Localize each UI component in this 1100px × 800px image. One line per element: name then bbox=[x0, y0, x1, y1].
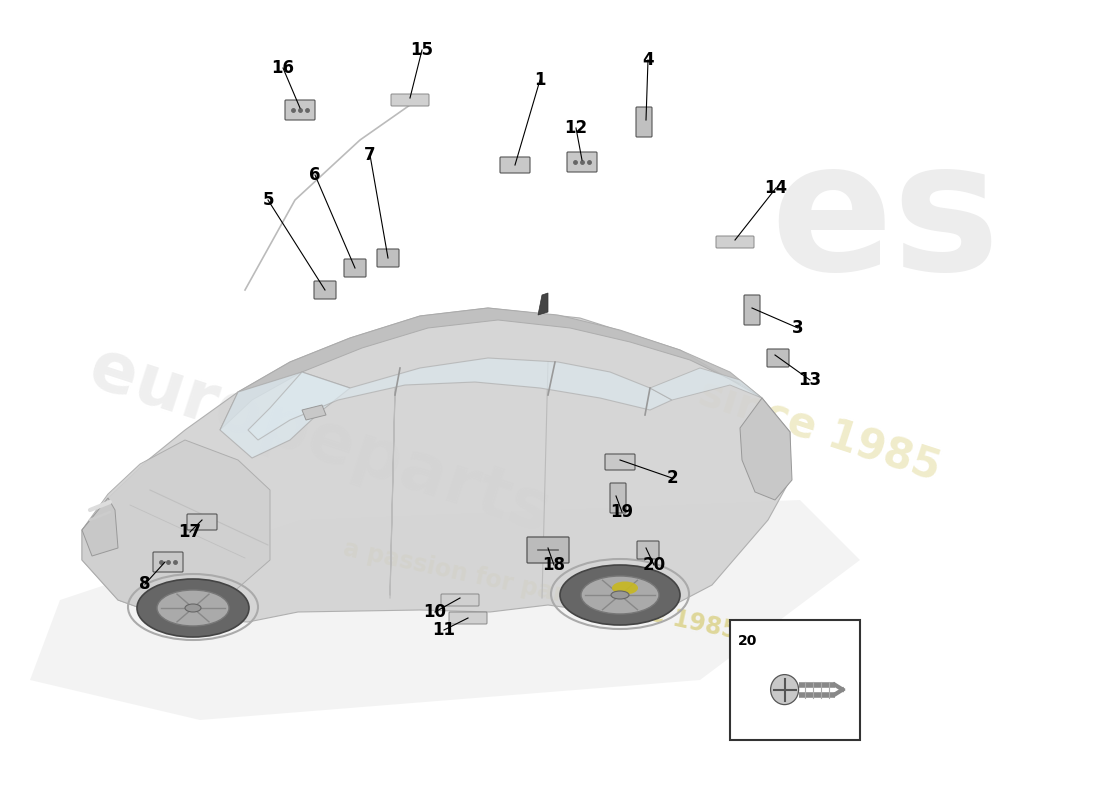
Text: 5: 5 bbox=[262, 191, 274, 209]
Text: 18: 18 bbox=[542, 556, 565, 574]
Text: 7: 7 bbox=[364, 146, 376, 164]
Polygon shape bbox=[220, 372, 350, 458]
Text: since 1985: since 1985 bbox=[694, 371, 946, 489]
Text: 19: 19 bbox=[610, 503, 634, 521]
FancyBboxPatch shape bbox=[637, 541, 659, 559]
FancyBboxPatch shape bbox=[390, 94, 429, 106]
FancyBboxPatch shape bbox=[730, 620, 860, 740]
Text: 2: 2 bbox=[667, 469, 678, 487]
Text: es: es bbox=[770, 132, 1000, 308]
Text: 4: 4 bbox=[642, 51, 653, 69]
FancyBboxPatch shape bbox=[441, 594, 478, 606]
FancyBboxPatch shape bbox=[344, 259, 366, 277]
Polygon shape bbox=[220, 308, 762, 430]
FancyBboxPatch shape bbox=[377, 249, 399, 267]
Text: 12: 12 bbox=[564, 119, 587, 137]
FancyBboxPatch shape bbox=[566, 152, 597, 172]
FancyBboxPatch shape bbox=[285, 100, 315, 120]
Polygon shape bbox=[82, 498, 118, 556]
FancyBboxPatch shape bbox=[610, 483, 626, 513]
Text: 20: 20 bbox=[738, 634, 758, 648]
Text: 15: 15 bbox=[410, 41, 433, 59]
Text: 13: 13 bbox=[799, 371, 822, 389]
FancyBboxPatch shape bbox=[716, 236, 754, 248]
Text: 20: 20 bbox=[642, 556, 666, 574]
Text: 6: 6 bbox=[309, 166, 321, 184]
Ellipse shape bbox=[157, 590, 229, 626]
FancyBboxPatch shape bbox=[500, 157, 530, 173]
Text: 1: 1 bbox=[535, 71, 546, 89]
Polygon shape bbox=[740, 398, 792, 500]
Text: 17: 17 bbox=[178, 523, 201, 541]
Polygon shape bbox=[82, 440, 270, 618]
Ellipse shape bbox=[771, 674, 799, 705]
Ellipse shape bbox=[138, 579, 249, 637]
FancyBboxPatch shape bbox=[187, 514, 217, 530]
Text: 3: 3 bbox=[792, 319, 804, 337]
Polygon shape bbox=[538, 293, 548, 315]
Text: europeparts: europeparts bbox=[81, 334, 559, 546]
Ellipse shape bbox=[581, 576, 659, 614]
Text: 10: 10 bbox=[424, 603, 447, 621]
FancyBboxPatch shape bbox=[767, 349, 789, 367]
Text: a passion for parts since 1985: a passion for parts since 1985 bbox=[341, 537, 739, 643]
FancyBboxPatch shape bbox=[744, 295, 760, 325]
FancyBboxPatch shape bbox=[153, 552, 183, 572]
Polygon shape bbox=[30, 500, 860, 720]
Text: 14: 14 bbox=[764, 179, 788, 197]
Ellipse shape bbox=[185, 604, 201, 612]
Polygon shape bbox=[248, 358, 672, 440]
Text: 8: 8 bbox=[140, 575, 151, 593]
Polygon shape bbox=[650, 368, 762, 400]
Text: 16: 16 bbox=[272, 59, 295, 77]
FancyBboxPatch shape bbox=[605, 454, 635, 470]
FancyBboxPatch shape bbox=[636, 107, 652, 137]
Polygon shape bbox=[302, 405, 326, 420]
Ellipse shape bbox=[560, 565, 680, 625]
Polygon shape bbox=[82, 308, 790, 622]
FancyBboxPatch shape bbox=[527, 537, 569, 563]
Text: 11: 11 bbox=[432, 621, 455, 639]
FancyBboxPatch shape bbox=[314, 281, 336, 299]
Ellipse shape bbox=[610, 591, 629, 599]
Ellipse shape bbox=[612, 582, 638, 594]
FancyBboxPatch shape bbox=[449, 612, 487, 624]
